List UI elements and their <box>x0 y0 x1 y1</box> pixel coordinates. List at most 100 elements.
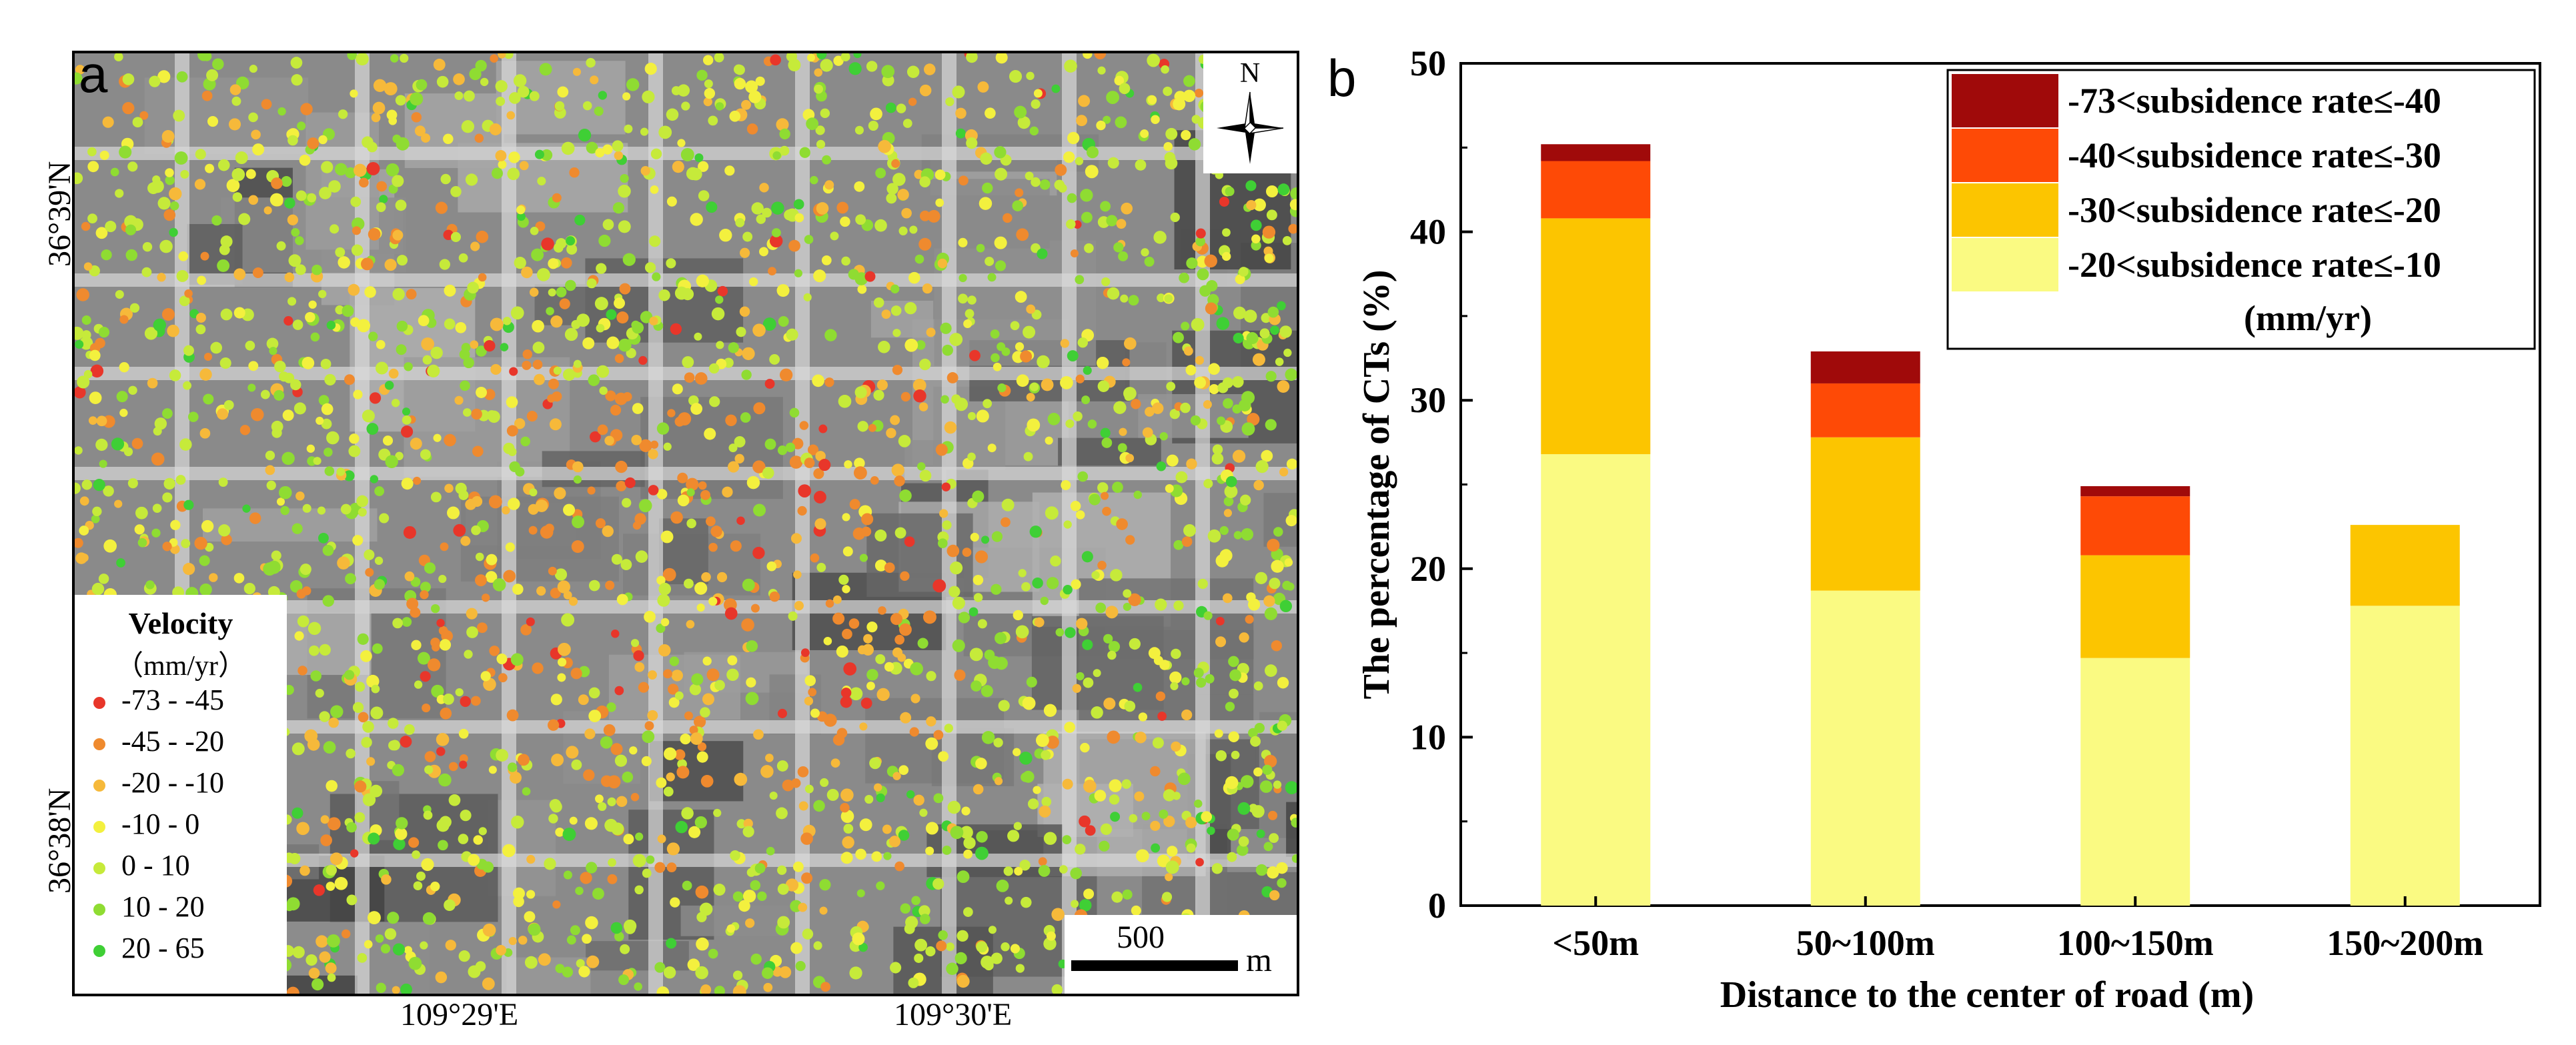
velocity-point <box>714 53 724 63</box>
velocity-point <box>1153 231 1167 244</box>
velocity-point <box>804 696 814 706</box>
velocity-point <box>103 539 117 553</box>
velocity-point <box>919 914 930 924</box>
velocity-point <box>532 359 543 369</box>
velocity-point <box>1286 458 1297 470</box>
velocity-point <box>950 826 964 840</box>
velocity-point <box>890 962 902 974</box>
velocity-point <box>963 319 973 328</box>
velocity-point <box>448 794 461 806</box>
velocity-point <box>891 463 904 477</box>
velocity-point <box>991 531 1003 542</box>
velocity-point <box>606 702 616 712</box>
velocity-point <box>595 148 605 158</box>
velocity-point <box>181 539 191 548</box>
velocity-point <box>1047 412 1061 425</box>
velocity-point <box>702 693 714 706</box>
velocity-point <box>734 453 744 463</box>
velocity-point <box>696 69 708 81</box>
velocity-point <box>793 570 802 579</box>
velocity-point <box>183 345 194 356</box>
velocity-point <box>1253 767 1263 777</box>
velocity-point <box>433 59 446 71</box>
velocity-point <box>1155 598 1167 611</box>
velocity-point <box>1045 436 1053 445</box>
velocity-point <box>1115 116 1127 129</box>
velocity-point <box>498 160 507 169</box>
velocity-point <box>876 881 885 890</box>
velocity-point <box>666 108 679 121</box>
velocity-point <box>141 267 152 277</box>
velocity-point <box>232 192 243 202</box>
bar-segment <box>1541 161 1651 219</box>
velocity-point <box>1133 682 1143 692</box>
velocity-point <box>1106 215 1118 227</box>
velocity-point <box>1144 256 1155 267</box>
velocity-point <box>502 506 510 515</box>
velocity-point <box>933 730 944 740</box>
velocity-point <box>475 961 486 972</box>
velocity-point <box>777 708 787 718</box>
velocity-point <box>195 324 206 335</box>
velocity-point <box>1214 729 1223 738</box>
velocity-point <box>750 953 762 965</box>
velocity-point <box>656 624 666 634</box>
velocity-point <box>1222 593 1233 604</box>
velocity-point <box>836 201 849 214</box>
velocity-point <box>1120 294 1129 303</box>
velocity-point <box>565 279 576 291</box>
velocity-point <box>695 966 708 980</box>
velocity-point <box>163 477 175 490</box>
velocity-point <box>854 386 867 399</box>
velocity-point <box>319 711 330 722</box>
velocity-point <box>892 772 901 780</box>
velocity-point <box>594 297 608 311</box>
velocity-point <box>248 195 259 205</box>
velocity-point <box>1238 836 1249 847</box>
velocity-point <box>1233 306 1247 319</box>
legend-dot <box>93 944 105 957</box>
velocity-point <box>813 468 824 479</box>
velocity-point <box>458 834 469 844</box>
velocity-point <box>490 363 502 375</box>
velocity-point <box>535 499 548 512</box>
velocity-point <box>998 700 1010 712</box>
velocity-point <box>742 578 755 592</box>
velocity-point <box>369 392 382 404</box>
velocity-point <box>1177 772 1191 786</box>
velocity-point <box>1181 677 1190 686</box>
velocity-point <box>779 368 793 381</box>
velocity-point <box>129 303 140 313</box>
velocity-point <box>480 77 489 87</box>
velocity-point <box>1282 580 1292 590</box>
velocity-point <box>1180 402 1191 413</box>
velocity-point <box>878 139 891 153</box>
velocity-point <box>1197 578 1208 590</box>
velocity-point <box>447 506 460 519</box>
velocity-point <box>696 912 707 922</box>
velocity-point <box>1101 437 1113 448</box>
velocity-point <box>1255 572 1267 584</box>
velocity-point <box>511 816 524 829</box>
velocity-point <box>549 799 562 811</box>
velocity-point <box>386 163 400 177</box>
velocity-point <box>344 470 355 481</box>
velocity-point <box>1073 220 1082 229</box>
velocity-point <box>1041 750 1051 760</box>
velocity-point <box>981 685 993 698</box>
velocity-point <box>518 936 528 945</box>
velocity-point <box>324 466 335 476</box>
velocity-point <box>708 363 720 374</box>
velocity-point <box>1106 91 1120 104</box>
velocity-point <box>414 680 423 689</box>
velocity-point <box>797 766 809 778</box>
velocity-point <box>292 319 303 330</box>
velocity-point <box>467 281 479 294</box>
velocity-point <box>821 255 832 265</box>
y-axis-title: The percentage of CTs (%) <box>1356 270 1397 700</box>
velocity-point <box>1101 491 1109 500</box>
velocity-point <box>526 411 538 422</box>
velocity-point <box>195 312 206 323</box>
velocity-point <box>440 542 449 552</box>
velocity-point <box>1195 355 1205 365</box>
